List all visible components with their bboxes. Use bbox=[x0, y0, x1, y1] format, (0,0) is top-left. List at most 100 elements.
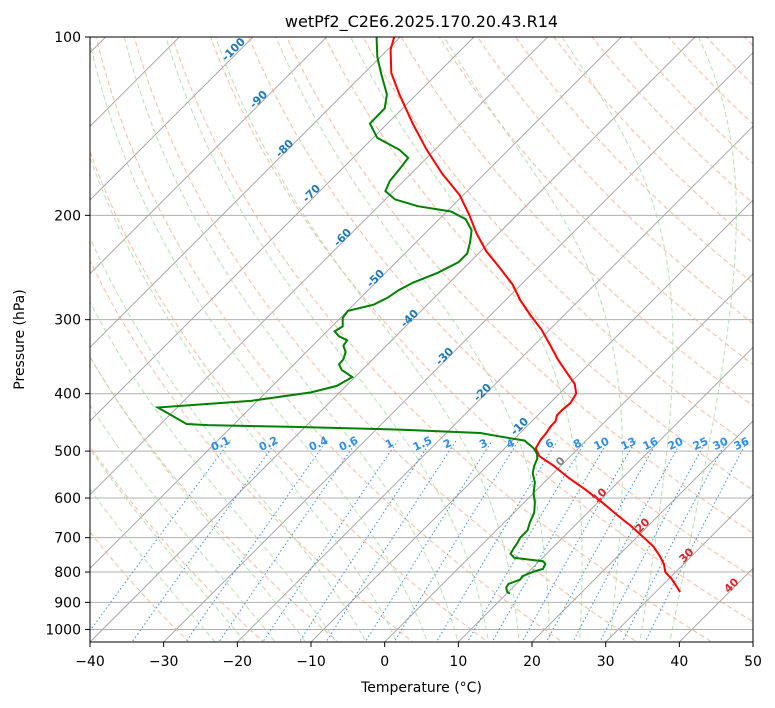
mixing-ratio-line bbox=[435, 440, 558, 642]
mixing-ratio-line bbox=[262, 440, 399, 642]
moist-adiabat-line bbox=[90, 236, 367, 642]
mixing-ratio-line bbox=[298, 440, 432, 642]
isotherm-line bbox=[236, 125, 753, 642]
dewpoint-trace bbox=[154, 37, 547, 595]
isotherm-line bbox=[310, 199, 753, 642]
background-lines bbox=[90, 37, 753, 642]
moist-adiabat-line bbox=[90, 447, 246, 642]
dry-adiabat-line bbox=[286, 37, 753, 534]
moist-adiabat-line bbox=[275, 37, 550, 642]
isotherm-line bbox=[90, 37, 623, 570]
y-tick-label: 600 bbox=[54, 491, 81, 507]
mixing-ratio-label: 13 bbox=[619, 435, 638, 453]
y-tick-label: 700 bbox=[54, 531, 81, 547]
dry-adiabat-line bbox=[476, 37, 753, 325]
dry-adiabat-line bbox=[400, 37, 753, 407]
x-tick-label: 50 bbox=[744, 654, 762, 670]
moist-adiabat-line bbox=[443, 37, 623, 642]
mixing-ratio-line bbox=[572, 440, 683, 642]
mixing-ratio-label: 16 bbox=[641, 435, 661, 453]
moist-adiabat-line bbox=[90, 488, 216, 642]
moist-adiabat-line bbox=[90, 404, 276, 642]
y-tick-label: 200 bbox=[54, 208, 81, 224]
x-tick-label: 40 bbox=[670, 654, 688, 670]
dry-adiabat-line bbox=[667, 37, 753, 125]
y-tick-label: 400 bbox=[54, 387, 81, 403]
mixing-ratio-line bbox=[364, 440, 493, 642]
dry-adiabat-line bbox=[629, 37, 753, 165]
mixing-ratio-line bbox=[325, 440, 457, 642]
dry-adiabat-line bbox=[171, 37, 713, 642]
moist-adiabat-line bbox=[215, 37, 520, 642]
x-tick-label: −10 bbox=[296, 654, 326, 670]
moist-adiabat-line bbox=[90, 40, 429, 642]
x-tick-label: 10 bbox=[449, 654, 467, 670]
temperature-trace bbox=[389, 37, 681, 593]
x-tick-label: −30 bbox=[149, 654, 179, 670]
dry-adiabat-line bbox=[90, 150, 489, 642]
isotherm-line bbox=[90, 37, 328, 275]
isotherm-line bbox=[90, 37, 475, 422]
isotherm-line bbox=[162, 51, 753, 642]
isotherm-line bbox=[383, 272, 753, 642]
mixing-ratio-line bbox=[545, 440, 659, 642]
x-tick-label: −20 bbox=[223, 654, 253, 670]
sounding-traces bbox=[154, 37, 681, 595]
isotherm-line bbox=[90, 37, 402, 349]
chart-title: wetPf2_C2E6.2025.170.20.43.R14 bbox=[285, 12, 558, 32]
isotherm-line bbox=[90, 37, 254, 201]
y-tick-label: 800 bbox=[54, 565, 81, 581]
x-axis-label: Temperature (°C) bbox=[360, 680, 482, 696]
plot-frame bbox=[89, 36, 754, 643]
x-tick-label: −40 bbox=[75, 654, 105, 670]
x-tick-label: 20 bbox=[523, 654, 541, 670]
dry-adiabat-line bbox=[90, 531, 190, 642]
dry-adiabat-line bbox=[362, 37, 753, 449]
moist-adiabat-line bbox=[90, 301, 337, 642]
isotherm-line bbox=[604, 493, 753, 642]
mixing-ratio-label: 20 bbox=[666, 435, 686, 453]
moist-adiabat-line bbox=[90, 355, 307, 642]
dry-adiabat-line bbox=[209, 37, 753, 623]
dry-adiabat-line bbox=[324, 37, 753, 491]
x-tick-label: 30 bbox=[597, 654, 615, 670]
y-tick-label: 500 bbox=[54, 444, 81, 460]
mixing-ratio-line bbox=[131, 440, 278, 642]
y-tick-label: 300 bbox=[54, 313, 81, 329]
mixing-ratio-line bbox=[644, 440, 748, 642]
moist-adiabat-line bbox=[90, 155, 398, 642]
y-tick-label: 100 bbox=[54, 30, 81, 46]
mixing-ratio-line bbox=[621, 440, 728, 642]
y-tick-label: 1000 bbox=[45, 622, 81, 638]
mixing-ratio-line bbox=[521, 440, 637, 642]
moist-adiabat-line bbox=[561, 37, 674, 642]
mixing-ratio-line bbox=[599, 440, 707, 642]
dry-adiabat-line bbox=[90, 259, 414, 642]
y-axis: 100 200 300 400 500 600 700 800 900 1000 bbox=[45, 30, 90, 638]
x-axis: −40 −30 −20 −10 0 10 20 30 40 50 bbox=[75, 642, 762, 670]
moist-adiabat-line bbox=[165, 37, 490, 642]
y-tick-label: 900 bbox=[54, 595, 81, 611]
dry-adiabat-line bbox=[90, 445, 265, 642]
mixing-ratio-line bbox=[466, 440, 587, 642]
x-tick-label: 0 bbox=[380, 654, 389, 670]
mixing-ratio-label: 25 bbox=[691, 435, 710, 453]
moist-adiabat-line bbox=[123, 37, 459, 642]
mixing-ratio-label: 10 bbox=[592, 435, 612, 453]
moist-adiabat-line bbox=[669, 37, 737, 642]
dry-adiabat-line bbox=[248, 37, 753, 578]
isotherm-line bbox=[531, 420, 753, 642]
isotherm-line bbox=[90, 37, 181, 128]
isotherm-line bbox=[90, 37, 549, 496]
mixing-ratio-label: 30 bbox=[711, 435, 731, 453]
dry-adiabat-line bbox=[133, 37, 638, 642]
mixing-ratio-label: 36 bbox=[732, 435, 752, 453]
y-axis-label: Pressure (hPa) bbox=[12, 289, 28, 389]
isotherm-line bbox=[90, 37, 696, 642]
dry-adiabat-line bbox=[553, 37, 753, 244]
dry-adiabat-line bbox=[95, 37, 564, 642]
isotherm-line bbox=[457, 346, 753, 642]
moist-adiabat-line bbox=[350, 37, 583, 642]
mixing-ratio-line bbox=[491, 440, 609, 642]
